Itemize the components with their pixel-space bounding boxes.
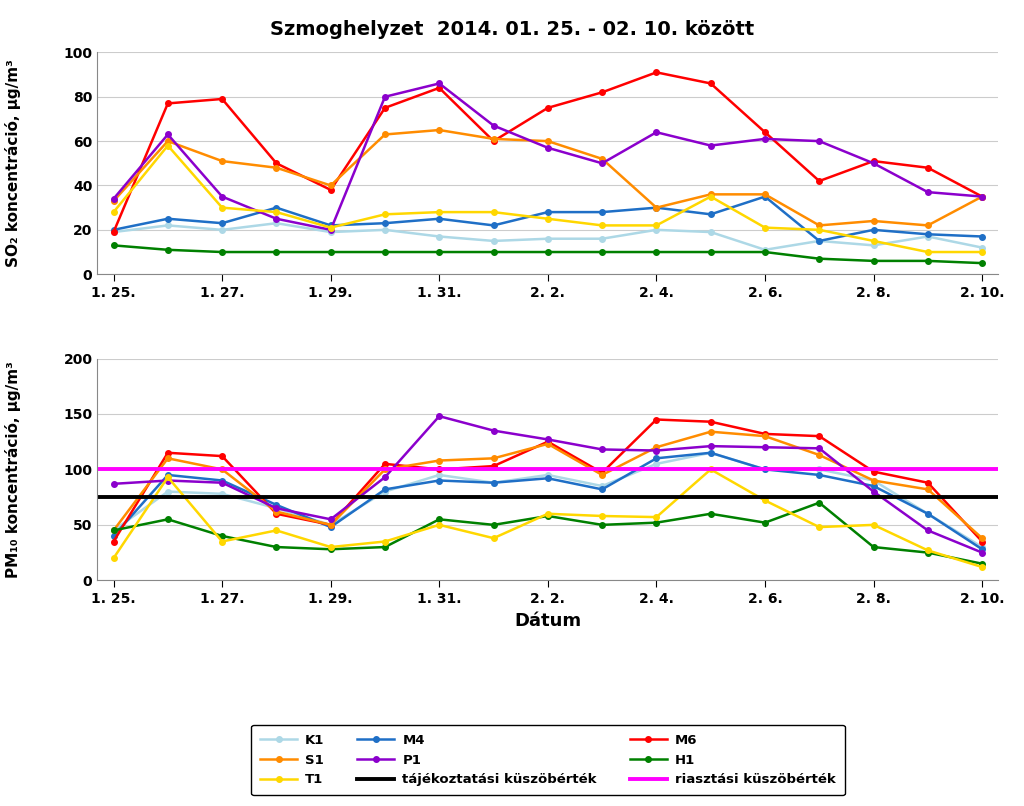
Y-axis label: SO₂ koncentráció, μg/m³: SO₂ koncentráció, μg/m³ [5, 60, 20, 268]
X-axis label: Dátum: Dátum [514, 612, 582, 629]
Text: Szmoghelyzet  2014. 01. 25. - 02. 10. között: Szmoghelyzet 2014. 01. 25. - 02. 10. köz… [270, 20, 754, 39]
Legend: K1, S1, T1, M4, P1, tájékoztatási küszöbérték, M6, H1, riasztási küszöbérték: K1, S1, T1, M4, P1, tájékoztatási küszöb… [251, 725, 845, 796]
Y-axis label: PM₁₀ koncentráció, μg/m³: PM₁₀ koncentráció, μg/m³ [5, 361, 20, 578]
